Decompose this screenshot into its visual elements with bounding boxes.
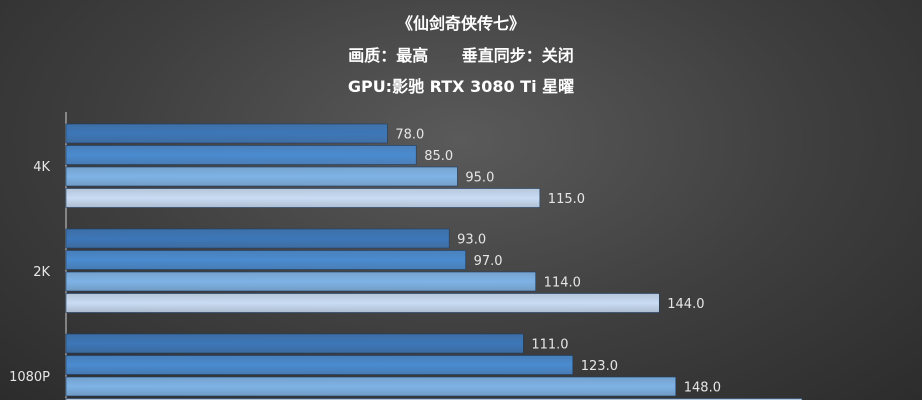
data-label: 115.0 xyxy=(548,192,585,207)
data-label: 78.0 xyxy=(395,128,424,143)
category-label: 4K xyxy=(33,160,50,175)
bar xyxy=(65,228,450,249)
bar xyxy=(65,376,677,397)
bar xyxy=(65,166,458,187)
category-label: 1080P xyxy=(9,370,50,385)
bar xyxy=(65,250,466,270)
bar xyxy=(65,355,574,375)
bar xyxy=(65,293,660,313)
data-label: 111.0 xyxy=(531,338,568,353)
category-label: 2K xyxy=(33,265,50,280)
data-label: 144.0 xyxy=(667,297,704,312)
bar xyxy=(65,145,417,165)
chart-title: 《仙剑奇侠传七》 xyxy=(396,14,525,33)
bar xyxy=(65,271,536,292)
chart-gpu-line: GPU:影驰 RTX 3080 Ti 星曜 xyxy=(347,77,575,96)
data-label: 93.0 xyxy=(457,233,486,248)
data-label: 148.0 xyxy=(684,381,721,396)
bar xyxy=(65,333,524,354)
data-label: 114.0 xyxy=(544,276,581,291)
data-label: 95.0 xyxy=(465,171,494,186)
chart-subtitle: 画质：最高 垂直同步：关闭 xyxy=(348,46,574,65)
bar xyxy=(65,188,541,208)
data-label: 97.0 xyxy=(474,254,503,269)
bar xyxy=(65,123,388,144)
data-label: 123.0 xyxy=(581,359,618,374)
data-label: 85.0 xyxy=(424,149,453,164)
bar xyxy=(65,398,803,400)
